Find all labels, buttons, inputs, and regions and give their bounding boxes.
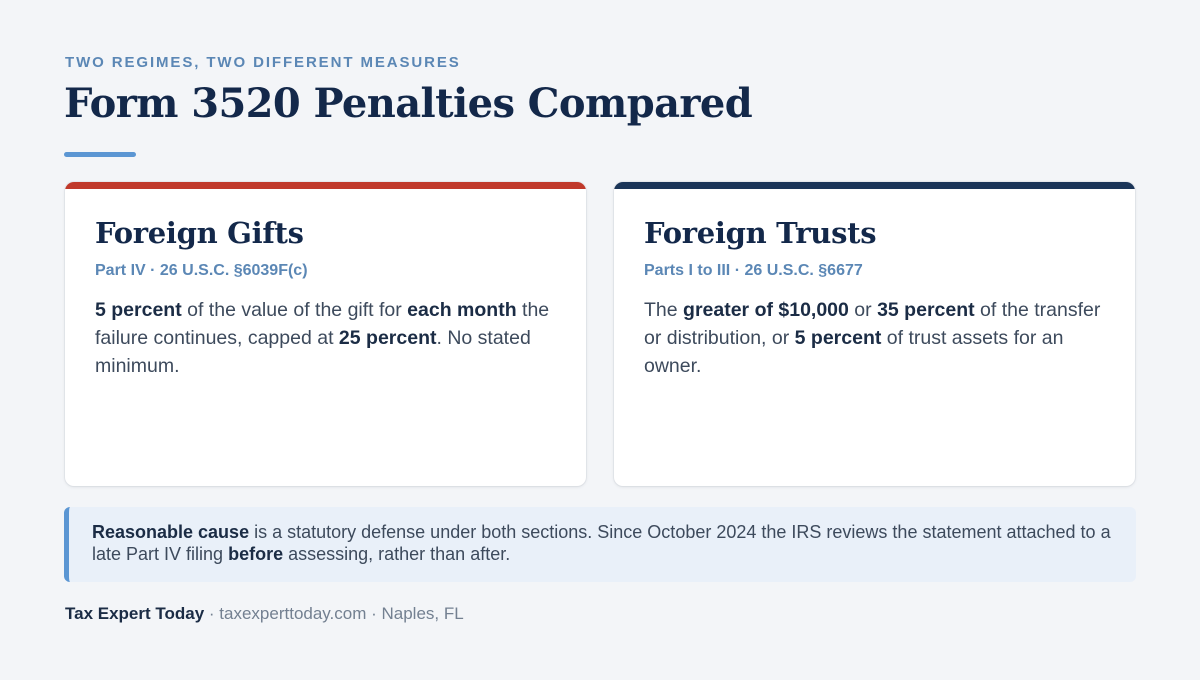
emphasis-text: 25 percent: [338, 327, 437, 349]
card-title: Foreign Trusts: [644, 216, 877, 250]
footer-location: Naples, FL: [381, 604, 464, 623]
card-title: Foreign Gifts: [95, 216, 304, 250]
footer-site: taxexperttoday.com: [219, 604, 367, 623]
body-text: is a statutory defense under both sectio…: [92, 522, 1111, 564]
body-text: assessing, rather than after.: [283, 544, 511, 564]
page-title: Form 3520 Penalties Compared: [64, 80, 753, 127]
foreign-gifts-card: Foreign Gifts Part IV · 26 U.S.C. §6039F…: [65, 182, 586, 486]
foreign-trusts-card: Foreign Trusts Parts I to III · 26 U.S.C…: [614, 182, 1135, 486]
body-text: the failure continues, capped at: [95, 299, 550, 349]
title-accent-rule: [64, 152, 136, 157]
card-citation: Parts I to III · 26 U.S.C. §6677: [644, 262, 863, 279]
emphasis-text: 5 percent: [95, 299, 182, 321]
card-accent-bar: [614, 182, 1135, 189]
card-description: The greater of $10,000 or 35 percent of …: [644, 296, 1109, 380]
footer-separator: ·: [204, 604, 220, 623]
body-text: of the value of the gift for: [181, 299, 408, 321]
body-text: or: [848, 299, 878, 321]
footer-separator: ·: [366, 604, 382, 623]
emphasis-text: 5 percent: [794, 327, 882, 349]
card-description: 5 percent of the value of the gift for e…: [95, 296, 560, 380]
emphasis-text: Reasonable cause: [92, 522, 250, 542]
emphasis-text: each month: [407, 299, 517, 321]
body-text: The: [644, 299, 684, 321]
footer-brand: Tax Expert Today: [65, 604, 205, 623]
body-text: . No stated minimum.: [95, 327, 531, 377]
emphasis-text: 35 percent: [877, 299, 975, 321]
emphasis-text: before: [228, 544, 284, 564]
card-citation: Part IV · 26 U.S.C. §6039F(c): [95, 262, 308, 279]
footer: Tax Expert Today · taxexperttoday.com · …: [65, 604, 464, 624]
reasonable-cause-callout: Reasonable cause is a statutory defense …: [64, 507, 1136, 582]
body-text: of the transfer or distribution, or: [644, 299, 1101, 349]
body-text: of trust assets for an owner.: [644, 327, 1064, 377]
card-accent-bar: [65, 182, 586, 189]
emphasis-text: greater of $10,000: [683, 299, 849, 321]
eyebrow-label: TWO REGIMES, TWO DIFFERENT MEASURES: [65, 54, 461, 71]
